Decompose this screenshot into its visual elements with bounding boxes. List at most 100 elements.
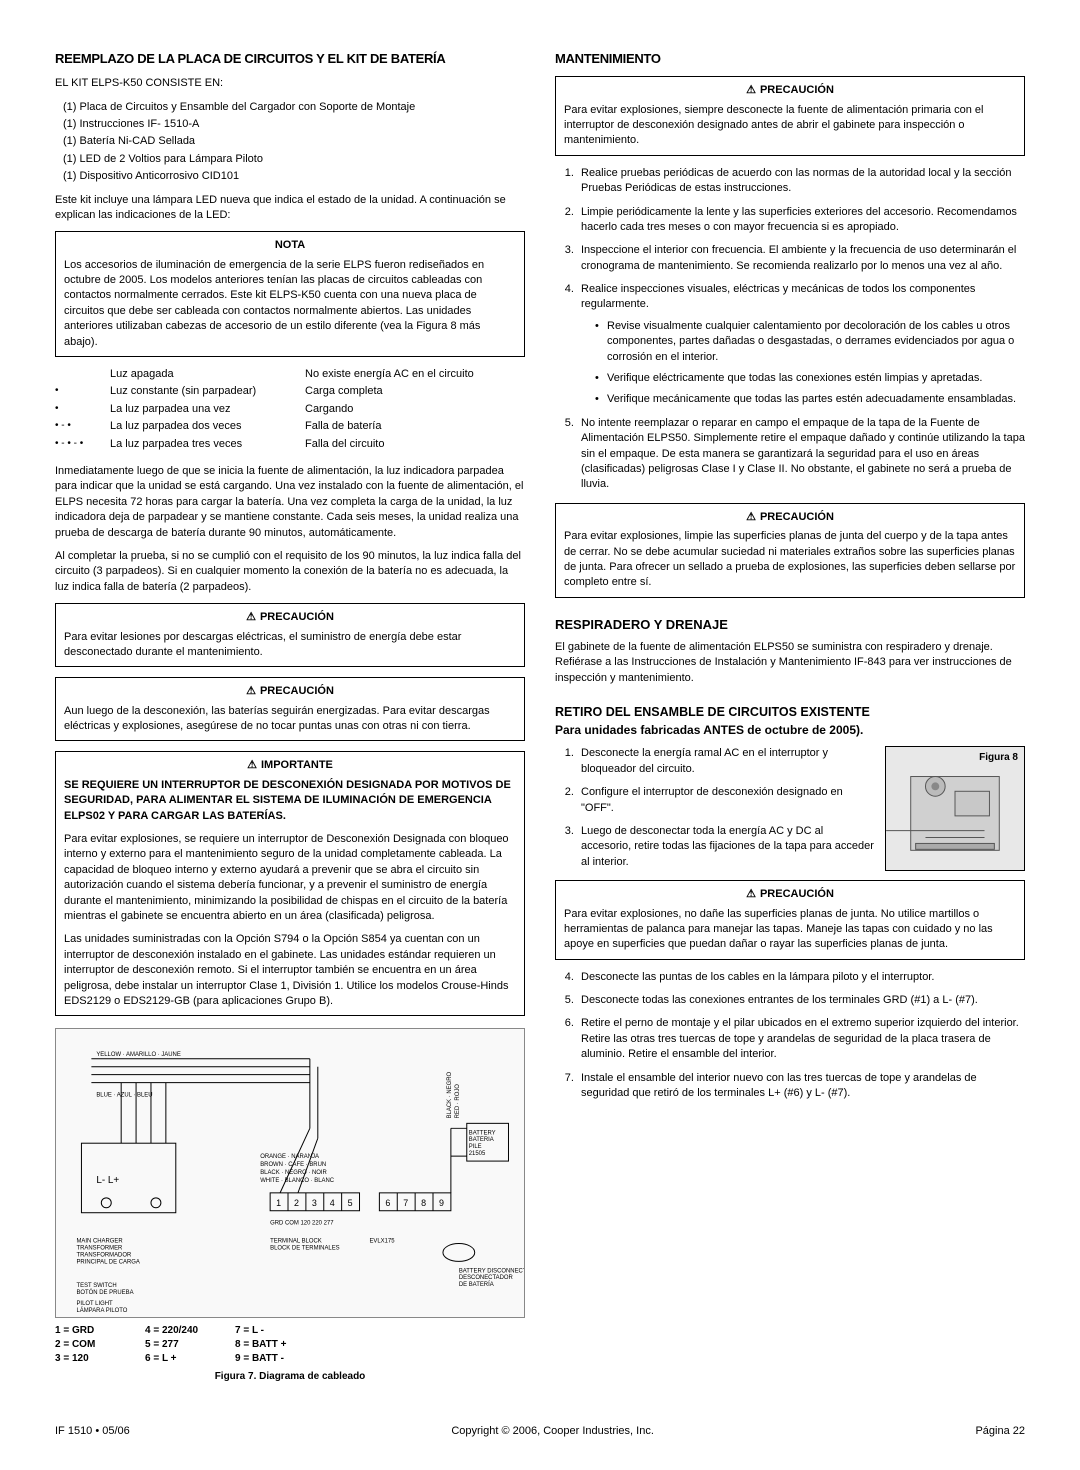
kit-after: Este kit incluye una lámpara LED nueva q… xyxy=(55,193,525,224)
maint-step: Limpie periódicamente la lente y las sup… xyxy=(577,205,1025,236)
svg-text:RED · ROJO: RED · ROJO xyxy=(455,1084,461,1119)
imp-p2: Las unidades suministradas con la Opción… xyxy=(64,932,516,1009)
svg-text:EVLX175: EVLX175 xyxy=(369,1239,395,1245)
led-meaning: No existe energía AC en el circuito xyxy=(305,367,525,382)
svg-text:BLOCK DE TERMINALES: BLOCK DE TERMINALES xyxy=(270,1246,340,1252)
svg-text:YELLOW · AMARILLO · JAUNE: YELLOW · AMARILLO · JAUNE xyxy=(96,1052,181,1058)
maint-sublist: Revise visualmente cualquier calentamien… xyxy=(595,319,1025,408)
svg-text:WHITE · BLANCO · BLANC: WHITE · BLANCO · BLANC xyxy=(260,1178,335,1184)
svg-text:PILOT LIGHT: PILOT LIGHT xyxy=(76,1301,113,1307)
footer-left: IF 1510 • 05/06 xyxy=(55,1424,130,1439)
term-cell: 5 = 277 xyxy=(145,1338,235,1352)
precaucion-box-2: PRECAUCIÓN Aun luego de la desconexión, … xyxy=(55,677,525,741)
svg-text:BLUE · AZUL · BLEU: BLUE · AZUL · BLEU xyxy=(96,1093,152,1099)
svg-text:BATTERY DISCONNECT: BATTERY DISCONNECT xyxy=(459,1269,524,1275)
left-column: REEMPLAZO DE LA PLACA DE CIRCUITOS Y EL … xyxy=(55,50,525,1384)
retiro-step: Instale el ensamble del interior nuevo c… xyxy=(577,1071,1025,1102)
prec1-body: Para evitar lesiones por descargas eléct… xyxy=(64,630,516,661)
svg-text:TEST SWITCH: TEST SWITCH xyxy=(76,1284,116,1290)
led-meaning: Carga completa xyxy=(305,384,525,399)
led-sym: • xyxy=(55,402,110,417)
imp-title: IMPORTANTE xyxy=(64,758,516,773)
led-state: Luz constante (sin parpadear) xyxy=(110,384,305,399)
term-cell: 4 = 220/240 xyxy=(145,1324,235,1338)
svg-text:BLACK · NEGRO: BLACK · NEGRO xyxy=(447,1072,453,1119)
wiring-diagram-svg: L- L+ YELLOW · AMARILLO · JAUNE BLUE · A… xyxy=(56,1029,524,1317)
led-meaning: Falla de batería xyxy=(305,419,525,434)
resp-body: El gabinete de la fuente de alimentación… xyxy=(555,640,1025,686)
svg-text:21505: 21505 xyxy=(469,1151,486,1157)
svg-text:BROWN · CAFE · BRUN: BROWN · CAFE · BRUN xyxy=(260,1162,326,1168)
svg-text:BATTERY: BATTERY xyxy=(469,1131,496,1137)
prec-top-box: PRECAUCIÓN Para evitar explosiones, siem… xyxy=(555,76,1025,156)
led-table: Luz apagadaNo existe energía AC en el ci… xyxy=(55,367,525,452)
retiro-steps-b: Desconecte las puntas de los cables en l… xyxy=(577,970,1025,1102)
svg-text:PILE: PILE xyxy=(469,1145,482,1151)
prec-mid-body: Para evitar explosiones, limpie las supe… xyxy=(564,529,1016,591)
term-cell: 3 = 120 xyxy=(55,1352,145,1366)
term-cell: 9 = BATT - xyxy=(235,1352,325,1366)
svg-text:8: 8 xyxy=(421,1198,426,1208)
led-state: La luz parpadea tres veces xyxy=(110,437,305,452)
svg-text:TERMINAL BLOCK: TERMINAL BLOCK xyxy=(270,1239,322,1245)
svg-text:BOTÓN DE PRUEBA: BOTÓN DE PRUEBA xyxy=(76,1289,133,1296)
retiro-heading: RETIRO DEL ENSAMBLE DE CIRCUITOS EXISTEN… xyxy=(555,704,1025,738)
maint-step: Realice pruebas periódicas de acuerdo co… xyxy=(577,166,1025,197)
retiro-step: Desconecte las puntas de los cables en l… xyxy=(577,970,1025,985)
term-cell: 8 = BATT + xyxy=(235,1338,325,1352)
maint-step: Inspeccione el interior con frecuencia. … xyxy=(577,243,1025,274)
kit-item: (1) LED de 2 Voltios para Lámpara Piloto xyxy=(63,152,525,167)
kit-item: (1) Placa de Circuitos y Ensamble del Ca… xyxy=(63,100,525,115)
led-meaning: Falla del circuito xyxy=(305,437,525,452)
kit-item: (1) Instrucciones IF- 1510-A xyxy=(63,117,525,132)
svg-text:DESCONECTADOR: DESCONECTADOR xyxy=(459,1276,514,1282)
prec-bot-body: Para evitar explosiones, no dañe las sup… xyxy=(564,907,1016,953)
maint-steps: Realice pruebas periódicas de acuerdo co… xyxy=(577,166,1025,493)
kit-list: (1) Placa de Circuitos y Ensamble del Ca… xyxy=(63,100,525,185)
precaucion-box-1: PRECAUCIÓN Para evitar lesiones por desc… xyxy=(55,603,525,667)
term-cell: 7 = L - xyxy=(235,1324,325,1338)
prec-top-title: PRECAUCIÓN xyxy=(564,83,1016,98)
para1: Inmediatamente luego de que se inicia la… xyxy=(55,464,525,541)
led-meaning: Cargando xyxy=(305,402,525,417)
svg-text:6: 6 xyxy=(385,1198,390,1208)
svg-text:7: 7 xyxy=(403,1198,408,1208)
importante-box: IMPORTANTE SE REQUIERE UN INTERRUPTOR DE… xyxy=(55,751,525,1016)
maint-heading: MANTENIMIENTO xyxy=(555,50,1025,68)
svg-text:TRANSFORMADOR: TRANSFORMADOR xyxy=(76,1253,131,1259)
prec2-title: PRECAUCIÓN xyxy=(64,684,516,699)
svg-text:BATERIA: BATERIA xyxy=(469,1138,494,1144)
svg-text:4: 4 xyxy=(330,1198,335,1208)
svg-text:3: 3 xyxy=(312,1198,317,1208)
resp-heading: RESPIRADERO Y DRENAJE xyxy=(555,616,1025,634)
figure-8-svg xyxy=(886,747,1024,870)
imp-p1: Para evitar explosiones, se requiere un … xyxy=(64,832,516,924)
nota-box: NOTA Los accesorios de iluminación de em… xyxy=(55,231,525,357)
led-state: La luz parpadea una vez xyxy=(110,402,305,417)
footer-right: Página 22 xyxy=(975,1424,1025,1439)
term-cell: 1 = GRD xyxy=(55,1324,145,1338)
led-sym xyxy=(55,367,110,382)
nota-body: Los accesorios de iluminación de emergen… xyxy=(64,258,516,350)
maint-subitem: Revise visualmente cualquier calentamien… xyxy=(595,319,1025,365)
maint-step: Realice inspecciones visuales, eléctrica… xyxy=(577,282,1025,408)
prec-mid-title: PRECAUCIÓN xyxy=(564,510,1016,525)
svg-text:9: 9 xyxy=(439,1198,444,1208)
retiro-step: Desconecte todas las conexiones entrante… xyxy=(577,993,1025,1008)
svg-text:1: 1 xyxy=(276,1198,281,1208)
imp-bold: SE REQUIERE UN INTERRUPTOR DE DESCONEXIÓ… xyxy=(64,778,516,824)
fig7-caption: Figura 7. Diagrama de cableado xyxy=(55,1370,525,1384)
terminal-legend: 1 = GRD 4 = 220/240 7 = L - 2 = COM 5 = … xyxy=(55,1324,525,1366)
maint-step-text: Realice inspecciones visuales, eléctrica… xyxy=(581,283,975,310)
term-cell: 2 = COM xyxy=(55,1338,145,1352)
maint-subitem: Verifique mecánicamente que todas las pa… xyxy=(595,392,1025,407)
svg-text:TRANSFORMER: TRANSFORMER xyxy=(76,1246,123,1252)
prec-bot-box: PRECAUCIÓN Para evitar explosiones, no d… xyxy=(555,880,1025,960)
svg-text:LÁMPARA PILOTO: LÁMPARA PILOTO xyxy=(76,1307,127,1314)
prec-mid-box: PRECAUCIÓN Para evitar explosiones, limp… xyxy=(555,503,1025,598)
led-sym: • - • xyxy=(55,419,110,434)
left-heading: REEMPLAZO DE LA PLACA DE CIRCUITOS Y EL … xyxy=(55,50,525,68)
right-column: MANTENIMIENTO PRECAUCIÓN Para evitar exp… xyxy=(555,50,1025,1384)
prec-top-body: Para evitar explosiones, siempre descone… xyxy=(564,103,1016,149)
svg-text:MAIN CHARGER: MAIN CHARGER xyxy=(76,1239,123,1245)
